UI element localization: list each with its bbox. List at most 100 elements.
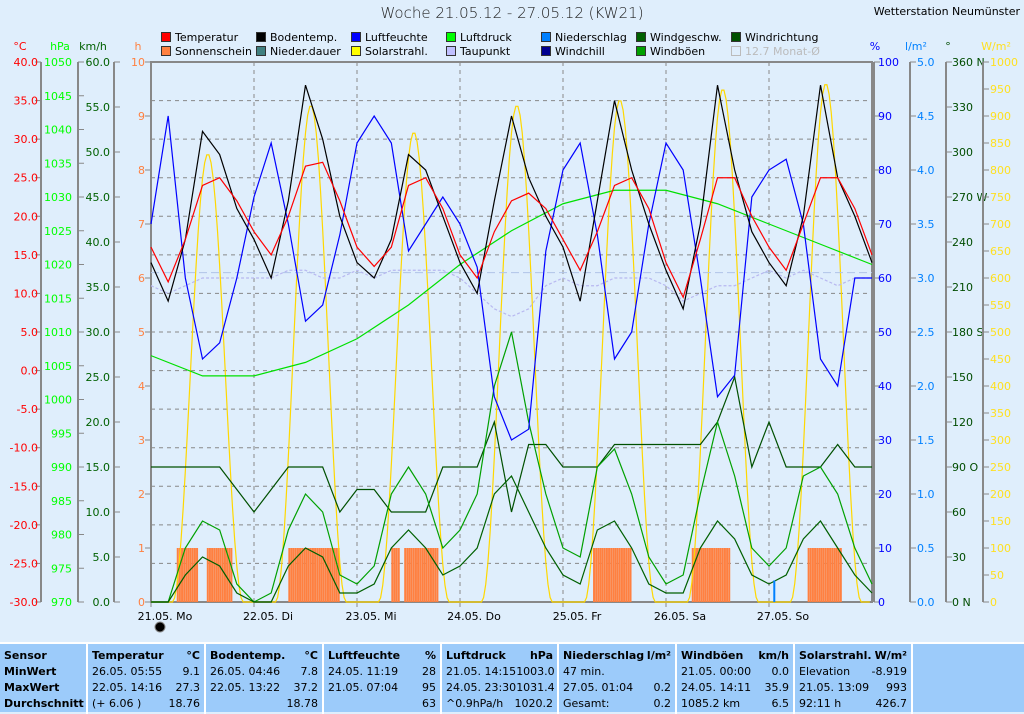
sunshine-bar (629, 548, 632, 602)
wind-axis-tick-label: 40.0 (86, 236, 111, 249)
stats-row: 22.05. 13:22 37.2 (210, 680, 318, 696)
sunshine-bar (395, 548, 398, 602)
pressure-axis-tick-label: 1025 (44, 225, 72, 238)
sunshine-bar (820, 548, 823, 602)
legend-swatch (541, 32, 551, 42)
sunshine-bar (296, 548, 299, 602)
stat-label: 21.05. 00:00 (681, 665, 752, 678)
sunshine-bar (404, 548, 407, 602)
stats-row: Elevation -8.919 (799, 664, 907, 680)
humidity-axis-tick-label: 50 (878, 326, 892, 339)
stats-row: 21.05. 07:04 95 (328, 680, 436, 696)
new-moon-icon (154, 621, 166, 633)
sunshine-bar (299, 548, 302, 602)
sunshine-axis-tick-label: 6 (138, 272, 145, 285)
sunshine-bar (816, 548, 819, 602)
stats-row: 26.05. 05:55 9.1 (92, 664, 200, 680)
solar-axis-tick-label: 50 (990, 569, 1004, 582)
stat-value: 1003.0 (516, 665, 555, 678)
pressure-axis-tick-label: 1005 (44, 360, 72, 373)
pressure-axis-tick-label: 995 (51, 427, 72, 440)
legend-swatch (446, 46, 456, 56)
sunshine-bar (728, 548, 731, 602)
x-tick-label: 24.05. Do (447, 610, 501, 623)
legend-item: Bodentemp. (256, 31, 337, 44)
sunshine-bar (408, 548, 411, 602)
stat-label: (+ 6.06 ) (92, 697, 142, 710)
column-name: Bodentemp. (210, 649, 286, 662)
solar-axis-tick-label: 150 (990, 515, 1011, 528)
legend-label: Luftfeuchte (365, 31, 428, 44)
stats-row: 47 min. (563, 664, 671, 680)
stats-column-header: Temperatur °C (92, 648, 200, 664)
direction-axis-tick-label: 120 (952, 416, 973, 429)
temp-axis-tick-label: -10.0 (10, 442, 38, 455)
column-unit: hPa (529, 649, 553, 662)
stat-label: 92:11 h (799, 697, 842, 710)
stats-row: 27.05. 01:04 0.2 (563, 680, 671, 696)
legend-item: Temperatur (161, 31, 238, 44)
stats-column: Windböen km/h 21.05. 00:00 0.0 24.05. 14:11 3… (675, 644, 793, 714)
pressure-axis-tick-label: 990 (51, 461, 72, 474)
humidity-axis-tick-label: 90 (878, 110, 892, 123)
wind-axis-tick-label: 35.0 (86, 281, 111, 294)
humidity-axis-tick-label: 20 (878, 488, 892, 501)
stat-value: 9.1 (182, 665, 201, 678)
stat-value: 27.3 (175, 681, 201, 694)
rain-axis-tick-label: 4.5 (917, 110, 935, 123)
wind-axis-tick-label: 5.0 (93, 551, 111, 564)
stat-label: 21.05. 13:09 (799, 681, 870, 694)
sunshine-bar (301, 548, 304, 602)
solar-axis-tick-label: 350 (990, 407, 1011, 420)
rain-axis-tick-label: 0.5 (917, 542, 935, 555)
stats-row: (+ 6.06 ) 18.76 (92, 696, 200, 712)
legend-item: Windrichtung (731, 31, 818, 44)
temp-axis-tick-label: -30.0 (10, 596, 38, 609)
wind-axis-tick-label: 45.0 (86, 191, 111, 204)
temp-axis-tick-label: 35.0 (14, 95, 39, 108)
sunshine-bar (307, 548, 310, 602)
solar-axis-tick-label: 900 (990, 110, 1011, 123)
stats-row: 24.05. 14:11 35.9 (681, 680, 789, 696)
sunshine-bar (410, 548, 413, 602)
rain-axis-tick-label: 3.0 (917, 272, 935, 285)
legend-item: Niederschlag (541, 31, 627, 44)
legend-label: Windrichtung (745, 31, 819, 44)
stat-value: 28 (422, 665, 436, 678)
stat-label: 1085.2 km (681, 697, 741, 710)
stats-row: 18.78 (210, 696, 319, 712)
pressure-axis-tick-label: 1015 (44, 292, 72, 305)
stats-column: Solarstrahl. W/m² Elevation -8.919 21.05. 13… (793, 644, 911, 714)
legend-swatch (446, 32, 456, 42)
sunshine-bar (436, 548, 439, 602)
sunshine-bar (335, 548, 338, 602)
pressure-axis-tick-label: 980 (51, 529, 72, 542)
wind-axis-tick-label: 60.0 (86, 56, 111, 69)
sunshine-bar (837, 548, 840, 602)
sunshine-bar (700, 548, 703, 602)
sunshine-bar (322, 548, 325, 602)
sunshine-bar (397, 548, 400, 602)
sunshine-bar (824, 548, 827, 602)
x-tick-label: 26.05. Sa (654, 610, 706, 623)
sunshine-bar (290, 548, 293, 602)
sunshine-bar (178, 548, 181, 602)
column-name: Temperatur (92, 649, 164, 662)
solar-axis-tick-label: 550 (990, 299, 1011, 312)
stat-value: 95 (422, 681, 436, 694)
sunshine-bar (432, 548, 435, 602)
sunshine-bar (702, 548, 705, 602)
stats-row: 24.05. 11:19 28 (328, 664, 436, 680)
wind-axis-tick-label: 50.0 (86, 146, 111, 159)
stat-label: 47 min. (563, 665, 605, 678)
x-tick-label: 25.05. Fr (553, 610, 602, 623)
sunshine-bar (288, 548, 291, 602)
sunshine-bar (318, 548, 321, 602)
temp-axis-tick-label: 20.0 (14, 210, 39, 223)
sunshine-bar (217, 548, 220, 602)
temp-axis-tick-label: 10.0 (14, 287, 39, 300)
sunshine-bar (612, 548, 615, 602)
pressure-axis-tick-label: 1050 (44, 56, 72, 69)
solar-axis-tick-label: 850 (990, 137, 1011, 150)
rain-axis-tick-label: 1.5 (917, 434, 935, 447)
